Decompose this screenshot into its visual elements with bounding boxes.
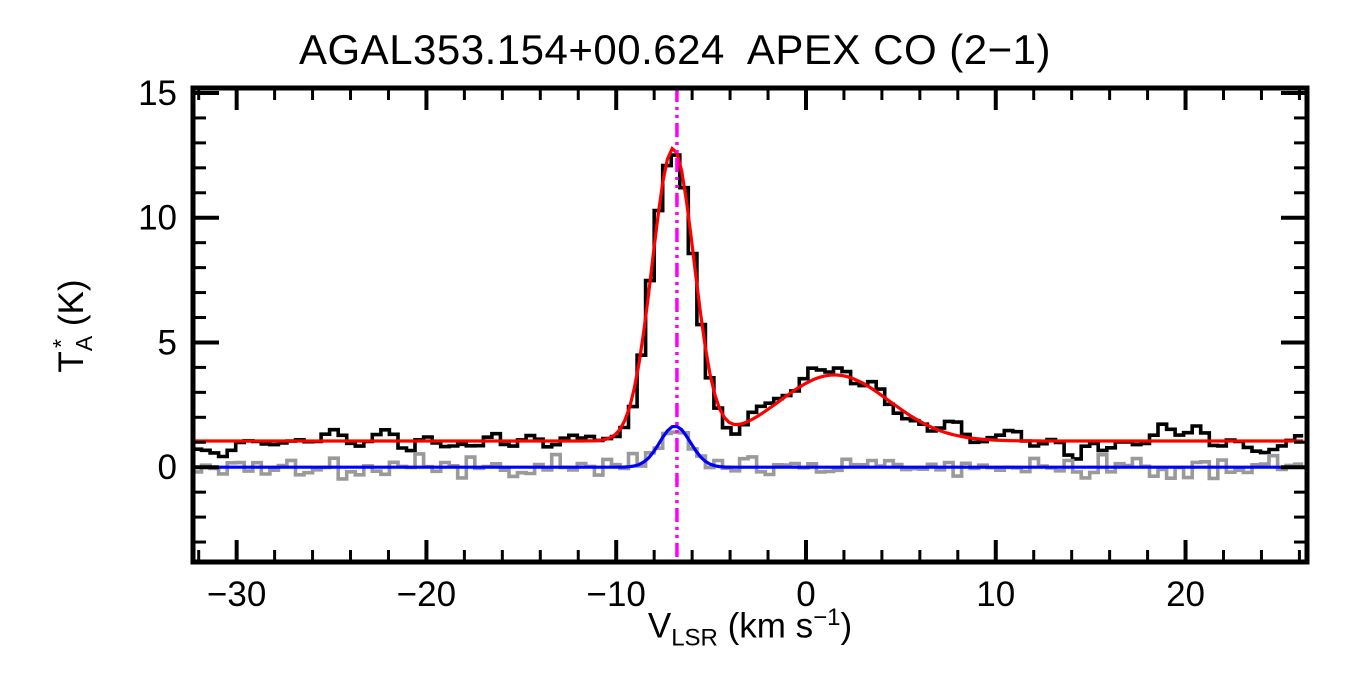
x-tick-label: 20: [1166, 575, 1205, 614]
observed-co21-spectrum: [193, 153, 1304, 461]
x-axis-label: VLSR (km s−1): [193, 604, 1307, 653]
secondary-spectrum: [193, 430, 1304, 481]
total-gaussian-fit: [193, 145, 1304, 443]
x-tick-label: 10: [976, 575, 1015, 614]
secondary-gaussian-fit: [193, 424, 1304, 469]
x-tick-label: −30: [207, 575, 266, 614]
x-tick-label: 0: [796, 575, 815, 614]
x-label-subscript: LSR: [671, 624, 718, 652]
x-label-unit-close: ): [840, 606, 853, 646]
x-label-symbol: V: [647, 606, 672, 646]
y-tick-label: 15: [138, 74, 177, 113]
plot-title: AGAL353.154+00.624 APEX CO (2−1): [299, 26, 1051, 73]
plot-frame: [190, 85, 1310, 565]
y-tick-label: 5: [158, 323, 177, 362]
x-label-unit-open: (km s: [717, 606, 814, 646]
x-tick-label: −20: [397, 575, 456, 614]
y-tick-label: 10: [138, 199, 177, 238]
x-label-superscript: −1: [813, 604, 841, 631]
x-tick-label: −10: [587, 575, 646, 614]
y-tick-label: 0: [158, 448, 177, 487]
